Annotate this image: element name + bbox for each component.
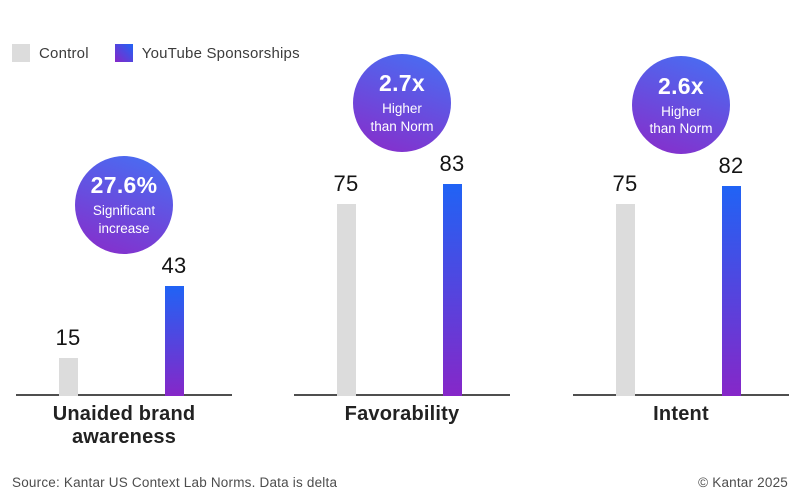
- youtube-bar: [442, 183, 462, 396]
- control-value-label: 75: [333, 171, 359, 196]
- youtube-value-label: 83: [439, 150, 465, 176]
- badge-subtext: Higher than Norm: [370, 100, 434, 134]
- copyright: © Kantar 2025: [698, 475, 788, 490]
- control-value-label: 75: [612, 171, 638, 196]
- legend: Control YouTube Sponsorships: [12, 44, 300, 62]
- stat-badge: 2.6x Higher than Norm: [632, 56, 730, 155]
- source-note: Source: Kantar US Context Lab Norms. Dat…: [12, 475, 338, 490]
- badge-subtext: Higher than Norm: [649, 103, 713, 137]
- legend-label-control: Control: [39, 44, 89, 62]
- legend-item-control: Control: [12, 44, 89, 62]
- control-bar: [58, 357, 78, 396]
- legend-label-youtube: YouTube Sponsorships: [141, 44, 300, 62]
- category-label: Unaided brand awareness: [52, 403, 196, 448]
- axis-baseline: [294, 394, 510, 396]
- control-value-label: 15: [55, 324, 81, 350]
- category-label: Intent: [653, 403, 709, 425]
- youtube-bar: [721, 186, 741, 396]
- axis-baseline: [573, 394, 789, 396]
- badge-headline: 2.7x: [379, 69, 425, 96]
- stat-badge: 27.6% Significant increase: [75, 155, 173, 254]
- footer: Source: Kantar US Context Lab Norms. Dat…: [0, 475, 800, 490]
- control-bar: [336, 204, 356, 396]
- youtube-bar: [164, 285, 184, 396]
- youtube-value-label: 43: [161, 252, 187, 278]
- badge-subtext: Significant increase: [92, 203, 156, 236]
- stat-badge: 2.7x Higher than Norm: [353, 53, 451, 152]
- badge-headline: 27.6%: [90, 172, 158, 199]
- category-label: Favorability: [344, 403, 460, 425]
- axis-baseline: [16, 394, 232, 396]
- youtube-swatch-icon: [114, 44, 133, 62]
- control-swatch-icon: [12, 44, 30, 62]
- youtube-value-label: 82: [718, 153, 744, 179]
- legend-item-youtube: YouTube Sponsorships: [114, 44, 300, 62]
- badge-headline: 2.6x: [658, 72, 704, 99]
- control-bar: [615, 204, 635, 396]
